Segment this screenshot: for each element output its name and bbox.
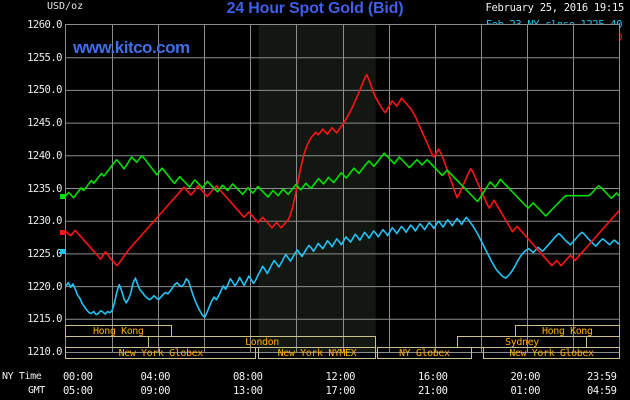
- chart-title: 24 Hour Spot Gold (Bid): [226, 0, 404, 17]
- axis-close-marker: [60, 193, 66, 199]
- ny-time-tick: 00:00: [63, 371, 93, 383]
- session-row-us-bottom: New York Globex New York NYMEX NY Globex Ne…: [65, 347, 620, 359]
- y-tick-label: 1210.0: [27, 346, 62, 358]
- y-tick-label: 1215.0: [27, 313, 62, 326]
- kitco-watermark: www.kitco.com: [73, 38, 190, 57]
- ny-time-tick: 12:00: [325, 371, 356, 383]
- ny-time-tick: 04:00: [140, 371, 171, 383]
- price-line-series-0: [66, 216, 619, 319]
- price-lines-svg: [66, 25, 619, 352]
- y-axis-unit-label: USD/oz: [47, 1, 84, 12]
- session-hong-kong-left: Hong Kong: [65, 325, 172, 337]
- gmt-time-tick: 09:00: [140, 385, 171, 397]
- session-label: New York Globex: [509, 348, 594, 359]
- y-tick-label: 1255.0: [27, 51, 62, 64]
- session-label: NY Globex: [399, 348, 450, 359]
- gmt-time-tick: 21:00: [418, 385, 448, 397]
- ny-time-tick: 16:00: [418, 371, 448, 383]
- gmt-time-tick: 04:59: [587, 385, 617, 397]
- session-label: Sydney: [505, 337, 539, 348]
- gmt-time-tick: 01:00: [510, 385, 541, 397]
- axis-close-marker: [60, 229, 66, 235]
- ny-time-tick: 23:59: [587, 371, 617, 383]
- y-axis: 1260.0 1255.0 1250.0 1245.0 1240.0 1235.0 1230…: [0, 0, 62, 400]
- y-tick-label: 1250.0: [27, 84, 62, 97]
- session-label: New York NYMEX: [277, 348, 357, 359]
- session-label: Hong Kong: [541, 326, 593, 337]
- x-axis-gmt-time-row: 05:00 09:00 13:00 17:00 21:00 01:00 04:59 GMT: [0, 385, 630, 398]
- y-tick-label: 1220.0: [27, 280, 62, 293]
- y-tick-label: 1240.0: [27, 149, 62, 162]
- session-label: Hong Kong: [92, 326, 144, 337]
- session-ny-globex-right: New York Globex: [482, 347, 620, 359]
- price-line-series-1: [66, 73, 619, 267]
- session-ny-nymex: New York NYMEX: [258, 347, 376, 359]
- y-tick-label: 1225.0: [27, 247, 62, 260]
- ny-time-row-label: NY Time: [2, 371, 42, 382]
- y-tick-label: 1245.0: [27, 117, 62, 130]
- gmt-row-label: GMT: [28, 385, 45, 396]
- session-label: New York Globex: [118, 348, 204, 359]
- gmt-time-tick: 05:00: [63, 385, 93, 397]
- session-label: London: [245, 337, 279, 348]
- y-tick-label: 1235.0: [27, 182, 62, 195]
- plot-area: [65, 24, 620, 353]
- gmt-time-tick: 17:00: [325, 385, 356, 397]
- axis-close-marker: [60, 249, 66, 255]
- y-tick-label: 1260.0: [27, 19, 62, 31]
- gmt-time-tick: 13:00: [233, 385, 263, 397]
- timestamp-label: February 25, 2016 19:15: [485, 2, 625, 14]
- ny-time-tick: 08:00: [233, 371, 263, 383]
- session-ny-globex-left: New York Globex: [65, 347, 257, 359]
- x-axis-ny-time-row: 00:00 04:00 08:00 12:00 16:00 20:00 23:59 NY Ti…: [0, 371, 630, 384]
- session-ny-globex-mid: NY Globex: [376, 347, 472, 359]
- price-line-series-2: [66, 152, 619, 217]
- ny-time-tick: 20:00: [510, 371, 541, 383]
- y-tick-label: 1230.0: [27, 215, 62, 228]
